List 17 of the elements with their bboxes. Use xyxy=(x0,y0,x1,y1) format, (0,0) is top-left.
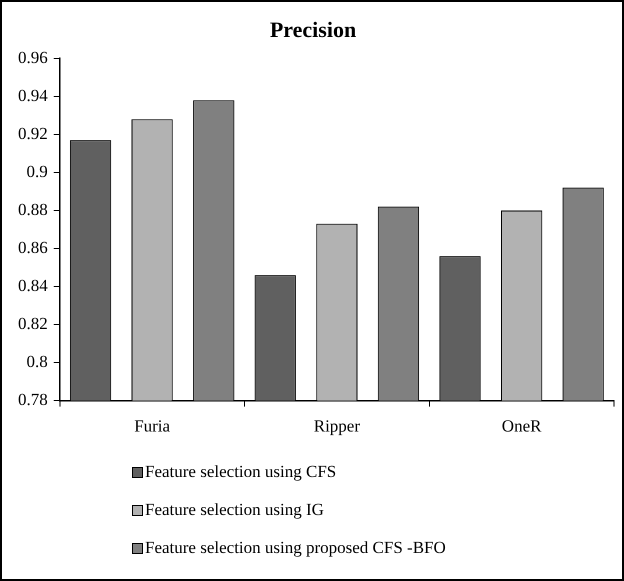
y-tick-label: 0.9 xyxy=(26,162,48,181)
x-tick-label: OneR xyxy=(502,416,542,436)
legend-label: Feature selection using IG xyxy=(145,500,324,520)
y-tick-label: 0.78 xyxy=(18,390,48,410)
y-tick-label: 0.96 xyxy=(18,48,48,67)
x-tick-label: Furia xyxy=(134,416,171,436)
y-tick-label: 0.88 xyxy=(18,200,48,219)
y-tick-label: 0.82 xyxy=(18,314,48,334)
y-tick-label: 0.8 xyxy=(26,352,48,372)
y-tick-label: 0.92 xyxy=(18,124,48,143)
y-tick-label: 0.94 xyxy=(18,86,48,105)
chart-title: Precision xyxy=(270,16,356,42)
y-tick-label: 0.84 xyxy=(18,276,48,295)
legend-label: Feature selection using CFS xyxy=(145,462,336,482)
x-tick-label: Ripper xyxy=(314,416,360,436)
y-tick-label: 0.86 xyxy=(18,238,48,257)
legend-label: Feature selection using proposed CFS -BFO xyxy=(145,538,446,558)
